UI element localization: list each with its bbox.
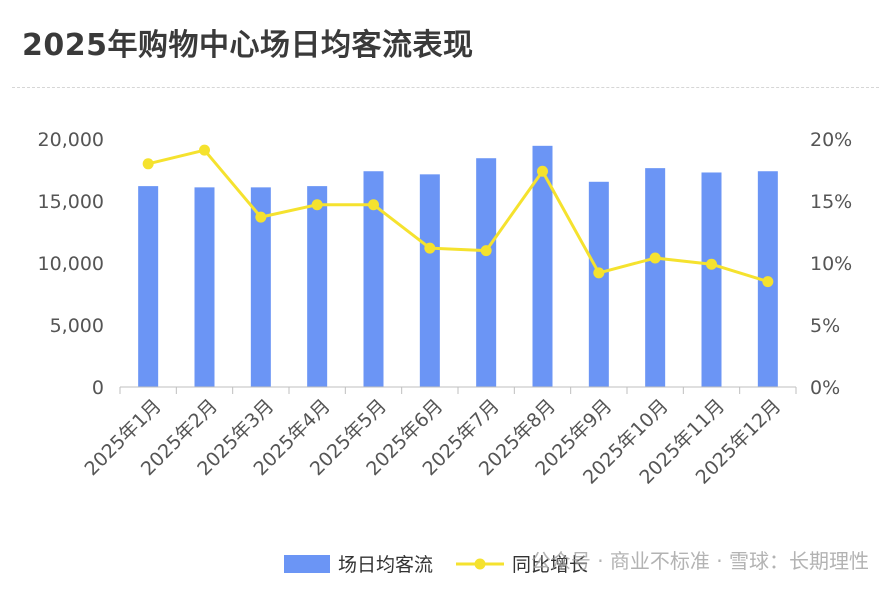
bar-series <box>138 145 778 387</box>
yoy-point-10 <box>649 252 661 264</box>
bar-10 <box>645 168 666 387</box>
watermark: 公众号 · 商业不标准 · 雪球：长期理性 <box>530 549 869 573</box>
legend-line-label: 同比增长 <box>512 554 588 576</box>
bar-5 <box>363 171 384 387</box>
y-right-tick-label: 10% <box>810 253 852 275</box>
y-right-tick-label: 0% <box>810 377 840 399</box>
line-series <box>142 144 774 288</box>
bar-3 <box>250 187 271 387</box>
yoy-point-11 <box>706 258 717 270</box>
y-right-tick-label: 15% <box>810 191 852 213</box>
axes <box>119 386 797 394</box>
y-left-tick-label: 5,000 <box>50 315 104 337</box>
y-left-tick-label: 10,000 <box>38 253 104 275</box>
bar-1 <box>138 186 159 387</box>
bar-9 <box>588 181 609 387</box>
bar-2 <box>194 187 215 387</box>
yoy-point-8 <box>537 165 548 177</box>
yoy-point-1 <box>142 158 154 170</box>
y-left-tick-label: 15,000 <box>38 191 104 213</box>
bar-11 <box>701 172 722 387</box>
yoy-point-7 <box>480 245 492 257</box>
y-left-tick-label: 0 <box>92 377 104 399</box>
legend: 场日均客流 同比增长 <box>284 554 588 576</box>
y-right-tick-label: 20% <box>810 129 852 151</box>
yoy-point-6 <box>424 242 436 254</box>
legend-bar-swatch <box>284 555 330 573</box>
tick-labels: 05,00010,00015,00020,0000%5%10%15%20%202… <box>38 129 853 489</box>
yoy-point-9 <box>593 267 605 279</box>
yoy-point-5 <box>368 199 379 211</box>
bar-8 <box>532 145 553 387</box>
yoy-point-4 <box>311 199 323 211</box>
legend-bar-label: 场日均客流 <box>338 554 433 576</box>
bar-4 <box>307 186 328 387</box>
y-left-tick-label: 20,000 <box>38 129 104 151</box>
y-right-tick-label: 5% <box>810 315 840 337</box>
legend-line-marker <box>474 558 486 570</box>
bar-7 <box>476 158 497 387</box>
yoy-point-2 <box>199 144 210 156</box>
bar-6 <box>419 174 440 387</box>
yoy-point-12 <box>762 276 774 288</box>
chart-title: 2025年购物中心场日均客流表现 <box>22 28 474 63</box>
yoy-point-3 <box>255 211 267 223</box>
title-divider <box>12 87 879 88</box>
yoy-line <box>147 148 769 284</box>
